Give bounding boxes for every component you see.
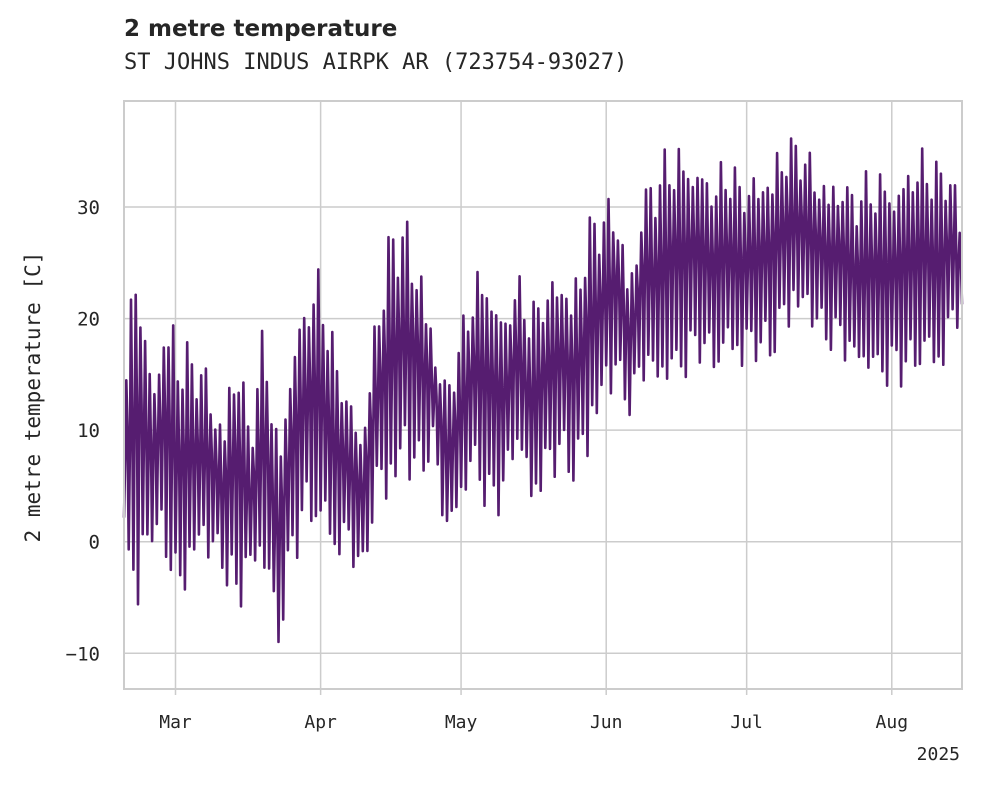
x-tick-label: Aug (876, 712, 909, 733)
y-tick-label: −10 (66, 643, 100, 665)
x-axis-ticks: Mar Apr May Jun Jul Aug (159, 689, 908, 733)
series-line (122, 137, 964, 644)
y-axis-label: 2 metre temperature [C] (21, 252, 45, 543)
chart-subtitle: ST JOHNS INDUS AIRPK AR (723754-93027) (124, 50, 628, 75)
x-tick-label: Jun (590, 712, 623, 733)
x-tick-label: Jul (730, 712, 763, 733)
y-tick-label: 10 (77, 420, 100, 442)
x-tick-label: May (445, 712, 478, 733)
y-tick-label: 30 (77, 197, 100, 219)
x-tick-label: Apr (304, 712, 337, 733)
x-tick-label: Mar (159, 712, 192, 733)
y-axis-ticks: −10 0 10 20 30 (66, 197, 100, 665)
plot-frame (123, 100, 963, 690)
series-group (122, 137, 964, 644)
y-tick-label: 20 (77, 309, 100, 331)
x-axis-year-label: 2025 (917, 744, 960, 765)
y-tick-label: 0 (89, 532, 100, 554)
chart-title: 2 metre temperature (124, 16, 398, 42)
